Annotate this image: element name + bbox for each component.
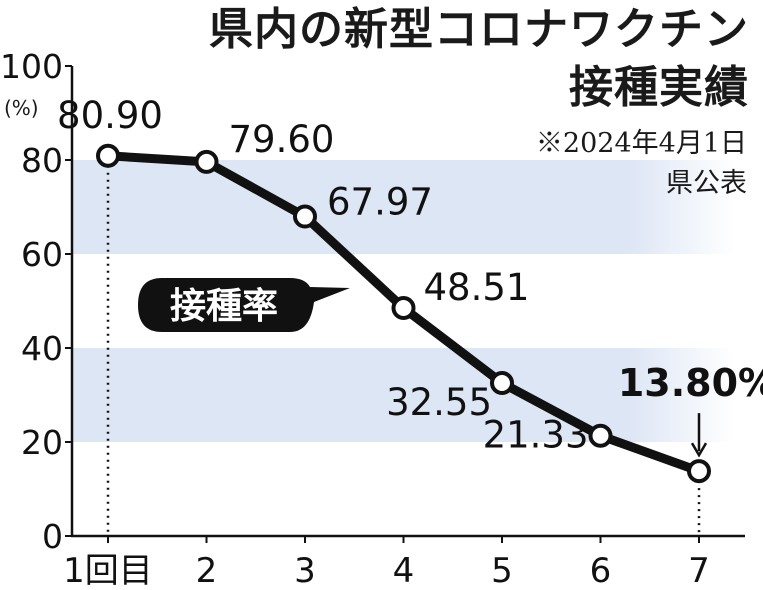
source-note-date: ※2024年4月1日: [535, 128, 747, 159]
y-tick-label-100: 100: [0, 47, 63, 86]
chart-title-line2: 接種実績: [569, 62, 749, 113]
x-tick-label-1: 2: [196, 551, 218, 590]
x-tick-label-3: 4: [393, 551, 415, 590]
x-tick-label-2: 3: [294, 551, 316, 590]
data-point-2: [293, 204, 317, 229]
data-label-6: 13.80%: [618, 361, 763, 405]
callout-arrow-head: [690, 442, 708, 458]
data-point-5: [588, 423, 613, 448]
data-label-3: 48.51: [424, 266, 530, 309]
source-note-publisher: 県公表: [666, 168, 747, 199]
y-tick-label-80: 80: [21, 141, 63, 180]
data-label-4: 32.55: [386, 381, 492, 424]
series-name-label: 接種率: [170, 286, 278, 327]
x-tick-label-6: 7: [688, 551, 710, 590]
x-tick-label-4: 5: [491, 551, 513, 590]
data-point-0: [96, 143, 120, 168]
y-axis-unit-label: (%): [4, 96, 39, 120]
y-tick-label-0: 0: [42, 517, 63, 556]
grid-band-1: [72, 160, 735, 254]
data-label-2: 67.97: [327, 181, 433, 224]
data-point-1: [194, 149, 219, 174]
data-label-1: 79.60: [229, 118, 335, 161]
series-label-bubble: [138, 278, 350, 332]
chart-title-line1: 県内の新型コロナワクチン: [209, 4, 749, 55]
data-label-0: 80.90: [57, 94, 163, 137]
data-label-5: 21.33: [483, 414, 589, 457]
data-point-3: [391, 296, 416, 321]
x-tick-label-0: 1回目: [63, 551, 153, 590]
grid-band-0: [72, 348, 735, 442]
y-tick-label-60: 60: [21, 235, 63, 274]
data-point-6: [687, 459, 711, 484]
x-tick-label-5: 6: [590, 551, 612, 590]
y-tick-label-20: 20: [21, 423, 63, 462]
y-tick-label-40: 40: [21, 329, 63, 368]
data-point-4: [490, 371, 514, 396]
